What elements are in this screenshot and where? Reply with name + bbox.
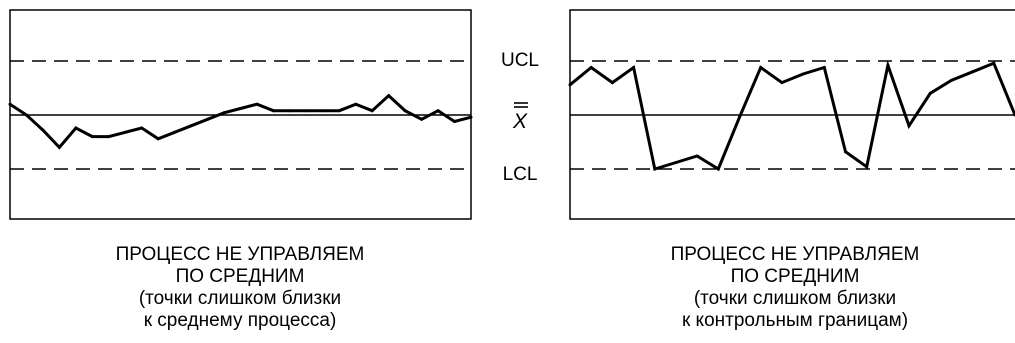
left-data-point (222, 111, 226, 115)
left-data-point (123, 130, 127, 134)
right-data-point (928, 91, 932, 95)
left-data-point (140, 126, 144, 130)
left-data-point (41, 128, 45, 132)
left-series-line (9, 93, 472, 150)
right-data-point (780, 81, 784, 85)
left-data-point (255, 102, 259, 106)
left-data-point (25, 113, 28, 117)
right-caption-line-2: ПО СРЕДНИМ (730, 266, 860, 287)
right-chart-series (568, 59, 1015, 172)
left-caption-line-1: ПРОЦЕСС НЕ УПРАВЛЯЕМ (115, 244, 365, 265)
right-data-point (759, 66, 763, 69)
left-data-point (173, 130, 177, 134)
right-caption-line-1: ПРОЦЕСС НЕ УПРАВЛЯЕМ (670, 244, 920, 265)
left-data-point (74, 126, 78, 130)
left-chart-limit-lines (10, 60, 471, 170)
lcl-label: LCL (503, 164, 538, 185)
left-caption-line-3: (точки слишком близки (138, 288, 342, 309)
right-data-point (886, 63, 890, 67)
left-data-point (271, 109, 275, 113)
left-data-point (90, 135, 94, 139)
left-data-point (453, 120, 456, 123)
right-chart-caption: ПРОЦЕСС НЕ УПРАВЛЯЕМ ПО СРЕДНИМ (точки с… (575, 244, 1015, 332)
right-data-point (907, 124, 911, 128)
left-chart-series (8, 93, 473, 150)
right-data-point (632, 66, 636, 69)
left-data-point (337, 109, 341, 113)
right-data-point (716, 167, 720, 171)
left-data-point (420, 117, 424, 121)
left-data-point (387, 94, 391, 98)
left-data-point (206, 117, 210, 121)
right-caption-line-4: к контрольным границам) (681, 310, 909, 331)
left-data-point (370, 109, 374, 113)
center-label-text: X (512, 110, 528, 133)
right-data-point (589, 66, 593, 69)
left-data-point (239, 107, 242, 110)
right-data-point (801, 72, 805, 76)
right-data-point (653, 167, 657, 171)
left-caption-line-4: к среднему процесса) (143, 310, 337, 331)
left-data-point (354, 102, 358, 106)
right-data-point (971, 70, 975, 74)
left-data-point (189, 124, 193, 128)
right-data-point (822, 66, 826, 69)
right-caption-line-3: (точки слишком близки (693, 288, 897, 309)
right-data-point (844, 150, 847, 154)
right-data-point (865, 165, 869, 169)
left-chart-caption: ПРОЦЕСС НЕ УПРАВЛЯЕМ ПО СРЕДНИМ (точки с… (20, 244, 460, 332)
left-data-point (156, 137, 160, 141)
center-label: X (512, 102, 528, 133)
right-data-point (695, 154, 699, 158)
ucl-label: UCL (501, 50, 539, 71)
right-data-point (610, 81, 614, 85)
left-data-point (436, 109, 440, 113)
left-data-point (304, 109, 308, 113)
right-data-point (992, 61, 996, 65)
right-data-point (949, 78, 953, 82)
left-data-point (107, 135, 111, 139)
right-data-point (738, 115, 741, 119)
left-caption-line-2: ПО СРЕДНИМ (175, 266, 305, 287)
right-data-point (568, 83, 572, 87)
right-series-line (569, 59, 1015, 172)
left-data-point (403, 109, 407, 113)
left-data-point (469, 115, 473, 119)
left-data-point (288, 109, 292, 113)
left-data-point (57, 145, 61, 149)
left-data-point (321, 109, 325, 113)
right-data-point (674, 161, 678, 164)
left-data-point (8, 102, 12, 106)
